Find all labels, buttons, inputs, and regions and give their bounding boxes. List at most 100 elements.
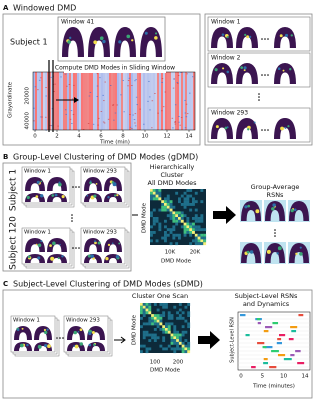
- matrix-cell: [158, 191, 162, 195]
- state-bar: [288, 338, 294, 341]
- brain-spot: [57, 257, 60, 260]
- compute-label: Compute DMD Modes in Sliding Window: [55, 65, 175, 72]
- brain: [104, 177, 122, 191]
- state-bar: [269, 366, 277, 369]
- heat-speck: [184, 127, 187, 129]
- ellipsis-dot: [267, 38, 269, 40]
- brain: [25, 238, 45, 252]
- matrix-cell: [184, 305, 188, 309]
- heat-speck: [53, 91, 55, 93]
- matrix-cell: [176, 344, 179, 348]
- heat-column: [55, 72, 57, 130]
- brain-spot: [44, 344, 48, 348]
- brain-spot: [215, 125, 219, 129]
- matrix-cell: [162, 311, 166, 315]
- brain-spot: [35, 195, 39, 198]
- brain-spot: [284, 33, 289, 37]
- state-bar: [257, 342, 265, 345]
- matrix-cell: [176, 341, 179, 345]
- brain-spot: [86, 194, 89, 197]
- heat-column: [69, 72, 71, 130]
- matrix-cell: [186, 219, 190, 223]
- x-tick-label: 6: [99, 134, 103, 140]
- matrix-cell: [155, 219, 159, 223]
- heat-column: [37, 72, 39, 130]
- heat-speck: [113, 119, 115, 121]
- brain-spot: [221, 33, 225, 36]
- heat-column: [157, 72, 159, 130]
- matrix-cell: [161, 236, 165, 240]
- matrix-cell: [142, 333, 146, 337]
- heat-speck: [71, 98, 74, 100]
- matrix-cell: [173, 330, 177, 334]
- heat-speck: [102, 121, 105, 123]
- heat-speck: [174, 121, 177, 122]
- matrix-cell: [197, 217, 201, 220]
- matrix-cell: [169, 205, 173, 209]
- brain-spot: [154, 36, 158, 40]
- matrix-cell: [178, 333, 182, 337]
- matrix-cell: [155, 239, 159, 243]
- matrix-cell: [180, 194, 184, 198]
- matrix-cell: [183, 197, 187, 201]
- ellipsis-dot: [267, 129, 269, 131]
- brain-spot: [243, 69, 246, 72]
- matrix-cell: [194, 233, 198, 237]
- matrix-cell: [148, 322, 152, 326]
- heat-speck: [157, 112, 159, 114]
- axis-label: DMD Mode: [161, 259, 192, 265]
- matrix-cell: [169, 211, 173, 215]
- brain-spot: [52, 241, 56, 246]
- matrix-cell: [189, 222, 193, 226]
- matrix-cell: [187, 314, 191, 317]
- matrix-cell: [184, 339, 188, 342]
- matrix-cell: [178, 339, 182, 342]
- brain-spot: [40, 180, 43, 183]
- heat-column: [167, 72, 169, 130]
- brain: [47, 177, 67, 191]
- matrix-cell: [200, 219, 204, 223]
- brain-spot: [240, 66, 244, 69]
- matrix-cell: [183, 191, 187, 195]
- brain-spot: [277, 67, 281, 71]
- heat-column: [79, 72, 81, 130]
- brain-spot: [222, 67, 225, 70]
- heat-speck: [87, 123, 90, 124]
- brain-spot: [299, 246, 302, 249]
- heat-column: [61, 72, 63, 130]
- matrix-cell: [180, 225, 184, 229]
- x-tick-label: 0: [33, 134, 37, 140]
- heat-column: [89, 72, 91, 130]
- matrix-cell: [165, 330, 168, 334]
- heat-speck: [178, 121, 180, 123]
- brain-spot: [91, 331, 95, 334]
- ellipsis-dot: [264, 38, 266, 40]
- matrix-cell: [189, 233, 193, 237]
- matrix-cell: [175, 233, 179, 237]
- heatmap: [32, 71, 196, 131]
- matrix-cell: [152, 194, 156, 198]
- heat-speck: [54, 83, 56, 85]
- heat-speck: [134, 113, 137, 115]
- heat-column: [115, 72, 117, 130]
- matrix-cell: [197, 242, 201, 246]
- brain: [84, 193, 102, 202]
- state-bar: [263, 362, 269, 365]
- matrix-cell: [152, 208, 156, 212]
- panel-box: [2, 289, 313, 399]
- brain-spot: [37, 344, 42, 349]
- heat-speck: [178, 116, 180, 117]
- matrix-cell: [151, 314, 154, 317]
- result-label: Group-Average: [251, 183, 300, 191]
- matrix-cell: [167, 344, 171, 348]
- ellipsis-dot: [75, 186, 77, 188]
- heat-column: [149, 72, 151, 130]
- matrix-cell: [189, 231, 193, 234]
- matrix-cell: [178, 314, 182, 317]
- brain-spot: [93, 194, 97, 198]
- matrix-cell: [192, 225, 195, 229]
- heat-column: [67, 72, 69, 130]
- brain-spot: [112, 182, 117, 187]
- matrix-cell: [194, 242, 198, 246]
- heat-speck: [180, 72, 182, 73]
